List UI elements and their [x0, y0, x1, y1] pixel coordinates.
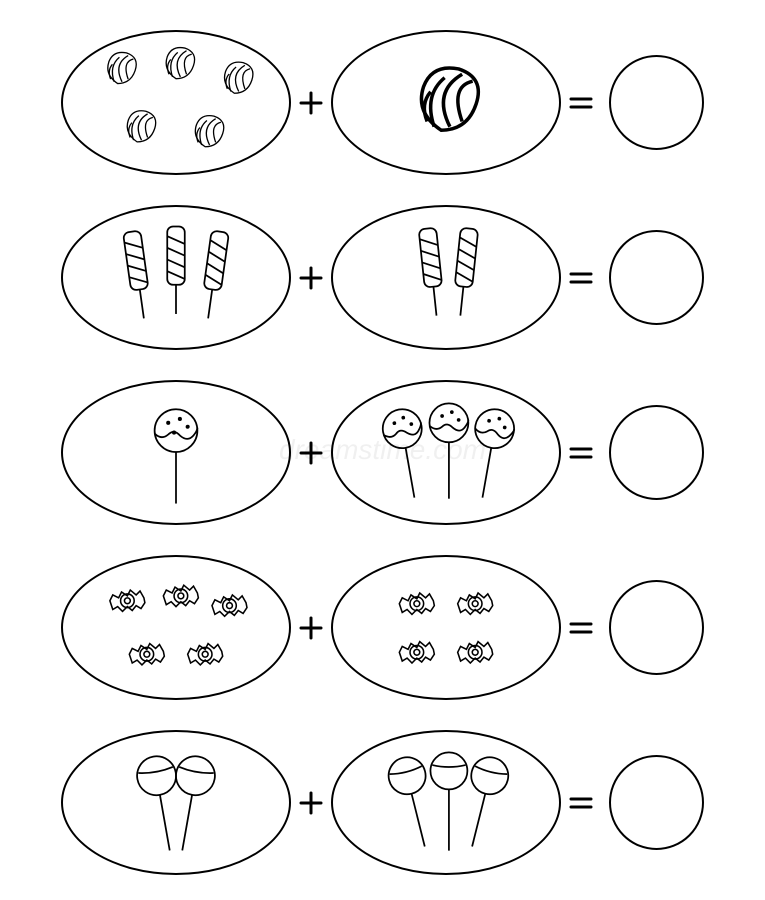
left-operand-oval	[61, 730, 291, 875]
right-operand-oval	[331, 205, 561, 350]
equals-operator	[561, 443, 601, 463]
plus-operator	[291, 440, 331, 466]
right-operand-oval	[331, 380, 561, 525]
right-operand-oval	[331, 555, 561, 700]
equation-row	[20, 205, 745, 350]
plus-operator	[291, 90, 331, 116]
left-operand-oval	[61, 380, 291, 525]
right-operand-oval	[331, 730, 561, 875]
answer-circle[interactable]	[609, 580, 704, 675]
equation-row	[20, 730, 745, 875]
equation-row	[20, 380, 745, 525]
math-worksheet: dreamstime.com	[0, 0, 765, 900]
equals-operator	[561, 618, 601, 638]
equals-operator	[561, 93, 601, 113]
answer-circle[interactable]	[609, 755, 704, 850]
left-operand-oval	[61, 555, 291, 700]
equals-operator	[561, 793, 601, 813]
answer-circle[interactable]	[609, 55, 704, 150]
left-operand-oval	[61, 30, 291, 175]
plus-operator	[291, 790, 331, 816]
left-operand-oval	[61, 205, 291, 350]
answer-circle[interactable]	[609, 405, 704, 500]
plus-operator	[291, 265, 331, 291]
equation-row	[20, 555, 745, 700]
equals-operator	[561, 268, 601, 288]
answer-circle[interactable]	[609, 230, 704, 325]
equation-row	[20, 30, 745, 175]
plus-operator	[291, 615, 331, 641]
right-operand-oval	[331, 30, 561, 175]
